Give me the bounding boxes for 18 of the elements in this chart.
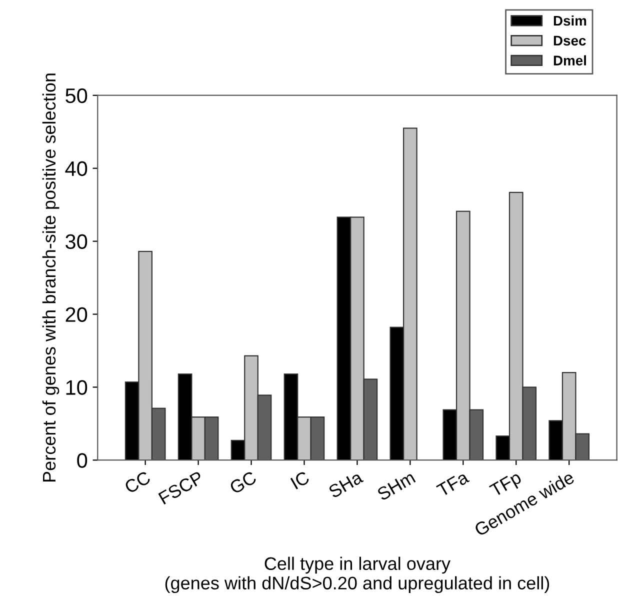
y-tick-label: 50 bbox=[66, 88, 88, 104]
legend-label: Dsec bbox=[554, 36, 586, 46]
x-tick-label: GC bbox=[228, 470, 258, 494]
y-tick-label: 30 bbox=[66, 234, 88, 250]
x-tick-label: TFa bbox=[436, 470, 470, 498]
x-tick-label: CC bbox=[124, 470, 152, 494]
x-tick-label: TFp bbox=[489, 470, 524, 500]
y-tick-label: 40 bbox=[65, 161, 88, 176]
y-tick-label: 0 bbox=[77, 453, 88, 468]
x-axis-title: Cell type in larval ovary (genes with dN/dS>0.20 and upregulated in cell) bbox=[165, 556, 550, 594]
y-tick-label: 10 bbox=[66, 380, 88, 395]
y-axis-title: Percent of genes with branch-site positive selection bbox=[42, 74, 60, 482]
x-tick-label: SHa bbox=[328, 470, 364, 498]
x-tick-label: SHm bbox=[376, 470, 416, 501]
x-tick-label: IC bbox=[290, 470, 310, 490]
legend-label: Dsim bbox=[554, 15, 586, 26]
y-tick-label: 20 bbox=[66, 307, 88, 322]
legend-label: Dmel bbox=[554, 55, 586, 66]
